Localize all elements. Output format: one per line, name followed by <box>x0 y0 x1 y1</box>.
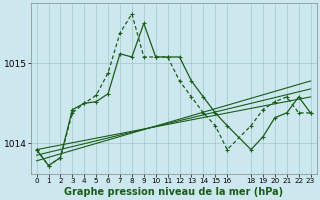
X-axis label: Graphe pression niveau de la mer (hPa): Graphe pression niveau de la mer (hPa) <box>64 187 283 197</box>
